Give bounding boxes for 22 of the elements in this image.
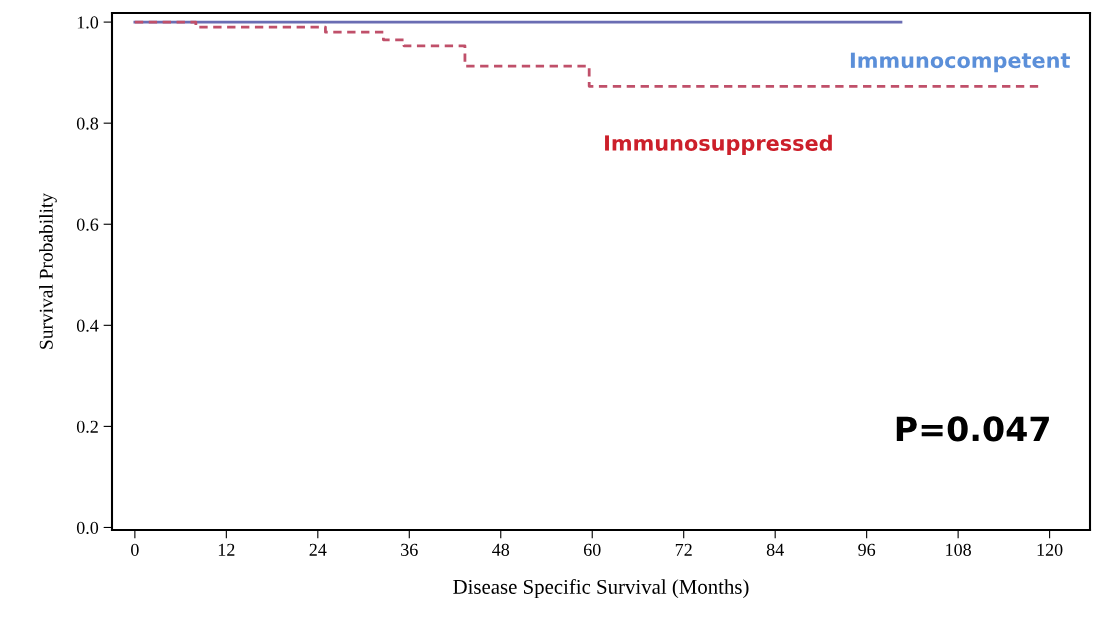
y-tick-label: 0.0 (76, 521, 99, 534)
series-label: Immunocompetent (850, 52, 1070, 73)
x-tick-label: 48 (492, 543, 510, 556)
annotation: P=0.047 (896, 416, 1049, 442)
y-axis-title: Survival Probability (39, 192, 57, 349)
x-tick-label: 36 (401, 543, 418, 556)
x-tick-label: 84 (766, 543, 784, 556)
y-tick-label: 1.0 (77, 16, 99, 29)
text: Immunosuppressed (605, 134, 832, 155)
x-tick-label: 72 (675, 543, 692, 556)
y-tick-label: 0.6 (76, 218, 99, 231)
x-axis-title: Disease Specific Survival (Months) (453, 579, 749, 599)
x-tick-label: 96 (858, 543, 876, 556)
x-tick-label: 0 (131, 543, 139, 556)
x-tick-label: 24 (309, 543, 327, 556)
x-tick-label: 60 (583, 543, 601, 556)
x-tick-label: 120 (1037, 543, 1063, 556)
y-tick-label: 0.4 (76, 319, 99, 332)
y-tick-label: 0.2 (76, 420, 98, 433)
y-tick-label: 0.8 (76, 117, 99, 130)
x-tick-label: 108 (946, 543, 971, 556)
x-tick-label: 12 (218, 543, 235, 556)
